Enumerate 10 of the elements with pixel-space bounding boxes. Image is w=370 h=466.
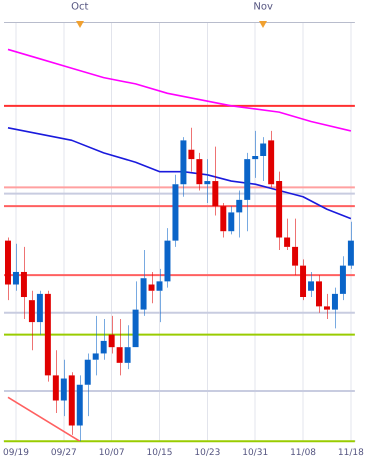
text: Oct	[71, 2, 88, 13]
x-tick-label: 11/18	[338, 448, 364, 458]
x-tick-label: 10/31	[242, 448, 268, 458]
x-tick-label: 11/08	[290, 448, 316, 458]
x-tick-label: 10/07	[98, 448, 125, 458]
x-tick-label: 10/23	[194, 448, 220, 458]
x-tick-label: 09/19	[2, 448, 30, 458]
x-tick-label: 09/27	[50, 448, 77, 458]
x-tick-label: 10/15	[146, 448, 172, 458]
text: Nov	[253, 2, 274, 13]
